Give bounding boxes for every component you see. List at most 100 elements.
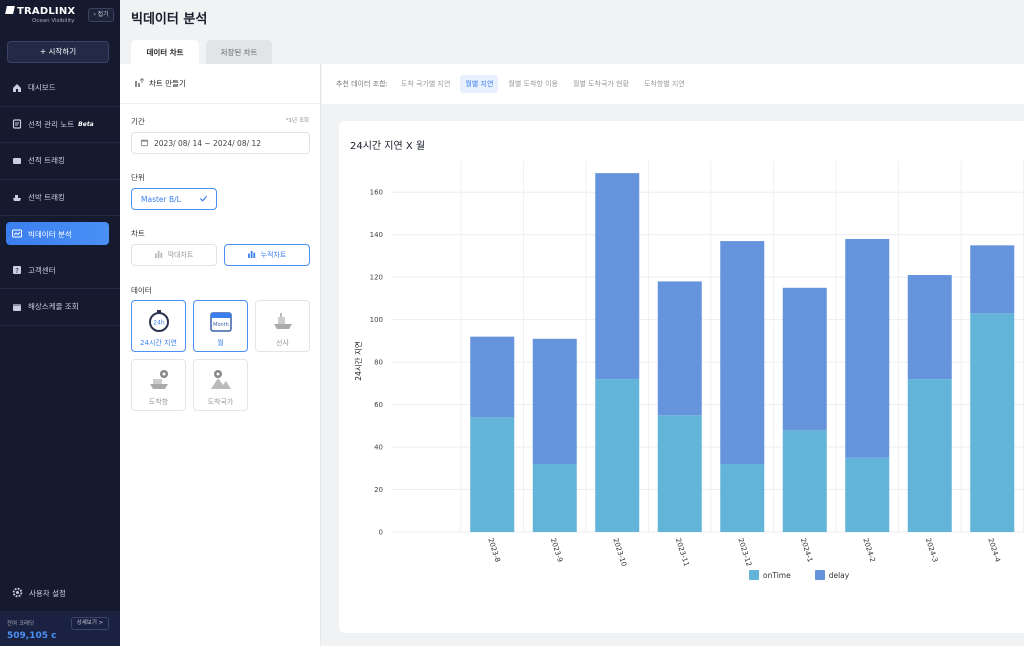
recommend-item[interactable]: 월별 지연: [460, 75, 499, 93]
brand-name: TRADLINX: [17, 6, 76, 17]
logo[interactable]: TRADLINX: [5, 6, 76, 17]
gear-icon: [12, 587, 23, 600]
bar-chart-icon: [154, 250, 164, 260]
x-tick-label: 2023-10: [611, 537, 628, 567]
calendar-icon: [12, 302, 22, 312]
legend-item-delay[interactable]: delay: [814, 570, 849, 580]
stopwatch-24h-icon: 24h: [146, 308, 172, 334]
month-calendar-icon: Month: [208, 308, 234, 334]
bar-delay: [720, 241, 765, 465]
sidebar-item-label: 해상스케줄 조회: [28, 302, 79, 312]
data-option-arrival-country[interactable]: 도착국가: [193, 359, 248, 411]
legend-item-ontime[interactable]: onTime: [749, 570, 791, 580]
bar-onTime: [845, 457, 890, 532]
active-indicator: [6, 222, 109, 245]
builder-title: 차트 만들기: [149, 79, 186, 88]
recommend-item[interactable]: 월별 도착국가 현황: [572, 80, 629, 88]
x-tick-label: 2023-8: [486, 537, 501, 563]
data-option-label: 월: [217, 339, 224, 347]
bar-delay: [907, 275, 952, 380]
sidebar-item-vessel-tracking[interactable]: 선박 트래킹: [0, 180, 120, 216]
sidebar-item-label: 선적 관리 노트: [28, 119, 75, 129]
logo-mark-icon: [5, 6, 15, 14]
sidebar-item-shipment-note[interactable]: 선적 관리 노트 Beta: [0, 107, 120, 143]
x-tick-label: 2023-9: [549, 537, 564, 563]
unit-value: Master B/L: [141, 194, 181, 204]
data-option-label: 24시간 지연: [140, 339, 177, 347]
data-option-month[interactable]: Month 월: [193, 300, 248, 352]
data-option-label: 선사: [276, 339, 289, 347]
bar-delay: [595, 173, 640, 380]
sidebar-item-dashboard[interactable]: 대시보드: [0, 70, 120, 107]
arrival-country-icon: [208, 367, 234, 393]
data-option-24h-delay[interactable]: 24h 24시간 지연: [131, 300, 186, 352]
sidebar-item-support[interactable]: ? 고객센터: [0, 253, 120, 289]
vessel-icon: [12, 192, 22, 202]
unit-label: 단위: [131, 173, 145, 182]
unit-select[interactable]: Master B/L: [131, 188, 217, 210]
chart-title: 24시간 지연 X 월: [350, 141, 426, 152]
chart-type-label: 차트: [131, 229, 145, 238]
y-tick-label: 40: [374, 444, 383, 452]
bar-delay: [470, 336, 515, 418]
legend-label: onTime: [763, 570, 791, 580]
settings-link[interactable]: 사용자 설정: [12, 587, 66, 600]
sidebar-item-shipment-tracking[interactable]: 선적 트래킹: [0, 143, 120, 180]
analytics-icon: [12, 229, 22, 239]
period-label: 기간: [131, 117, 145, 126]
tab-data-chart[interactable]: 데이터 차트: [131, 40, 199, 65]
credit-label: 잔여 크레딧: [7, 621, 35, 627]
recommend-bar: 추천 데이터 조합: 도착 국가별 지연 월별 지연 월별 도착항 이용 월별 …: [322, 64, 1024, 104]
x-tick-label: 2024-2: [861, 537, 876, 563]
data-option-arrival-port[interactable]: 도착항: [131, 359, 186, 411]
stacked-chart-label: 누적차트: [260, 251, 287, 259]
y-tick-label: 60: [374, 401, 383, 409]
bar-chart-button[interactable]: 막대차트: [131, 244, 217, 266]
check-icon: [199, 194, 208, 205]
recommend-item[interactable]: 도착 국가별 지연: [400, 80, 451, 88]
page-title: 빅데이터 분석: [131, 12, 208, 27]
tab-saved-chart[interactable]: 저장된 차트: [206, 40, 272, 65]
y-tick-label: 120: [370, 274, 383, 282]
sidebar-item-bigdata[interactable]: 빅데이터 분석: [0, 216, 120, 253]
sidebar-item-schedule[interactable]: 해상스케줄 조회: [0, 289, 120, 326]
y-axis-label: 24시간 지연: [353, 341, 363, 381]
stacked-bar-chart: 0 20 40 60 80 100 120 140 160 24시간 지연 2023-8 2023-9…: [353, 161, 1024, 567]
credit-detail-button[interactable]: 상세보기 >: [71, 617, 109, 630]
y-tick-label: 100: [370, 316, 383, 324]
sidebar-nav: 대시보드 선적 관리 노트 Beta 선적 트래킹 선박 트래킹 빅데이터 분석…: [0, 70, 120, 326]
bar-onTime: [532, 464, 577, 532]
bar-onTime: [595, 379, 640, 532]
data-option-carrier[interactable]: 선사: [255, 300, 310, 352]
svg-text:?: ?: [15, 267, 19, 275]
settings-label: 사용자 설정: [29, 589, 66, 598]
bar-chart-label: 막대차트: [167, 251, 194, 259]
y-tick-label: 160: [370, 189, 383, 197]
x-tick-label: 2023-11: [674, 537, 691, 567]
collapse-sidebar-button[interactable]: ‹ 접기: [88, 8, 114, 22]
recommend-item[interactable]: 도착항별 지연: [643, 80, 685, 88]
x-tick-label: 2024-3: [924, 537, 939, 563]
y-tick-label: 80: [374, 359, 383, 367]
brand: TRADLINX Ocean Visibility ‹ 접기: [5, 6, 114, 28]
ship-tracking-icon: [12, 156, 22, 166]
bar-onTime: [657, 415, 702, 532]
arrival-port-icon: [146, 367, 172, 393]
recommend-item[interactable]: 월별 도착항 이용: [508, 80, 558, 88]
chart-legend: onTime delay: [749, 570, 873, 580]
y-tick-label: 20: [374, 486, 383, 494]
tab-bar: 데이터 차트 저장된 차트: [131, 40, 279, 65]
start-button[interactable]: + 시작하기: [7, 41, 109, 63]
date-range-field[interactable]: 2023/ 08/ 14 ~ 2024/ 08/ 12: [131, 132, 310, 154]
sidebar-item-label: 빅데이터 분석: [28, 229, 72, 239]
bar-delay: [970, 245, 1015, 314]
bar-onTime: [907, 379, 952, 532]
bar-onTime: [782, 430, 827, 532]
data-label: 데이터: [131, 286, 152, 295]
x-tick-label: 2024-1: [799, 537, 814, 563]
bar-onTime: [720, 464, 765, 532]
beta-badge: Beta: [78, 120, 94, 128]
stacked-chart-button[interactable]: 누적차트: [224, 244, 310, 266]
bar-delay: [782, 287, 827, 431]
y-tick-label: 140: [370, 231, 383, 239]
